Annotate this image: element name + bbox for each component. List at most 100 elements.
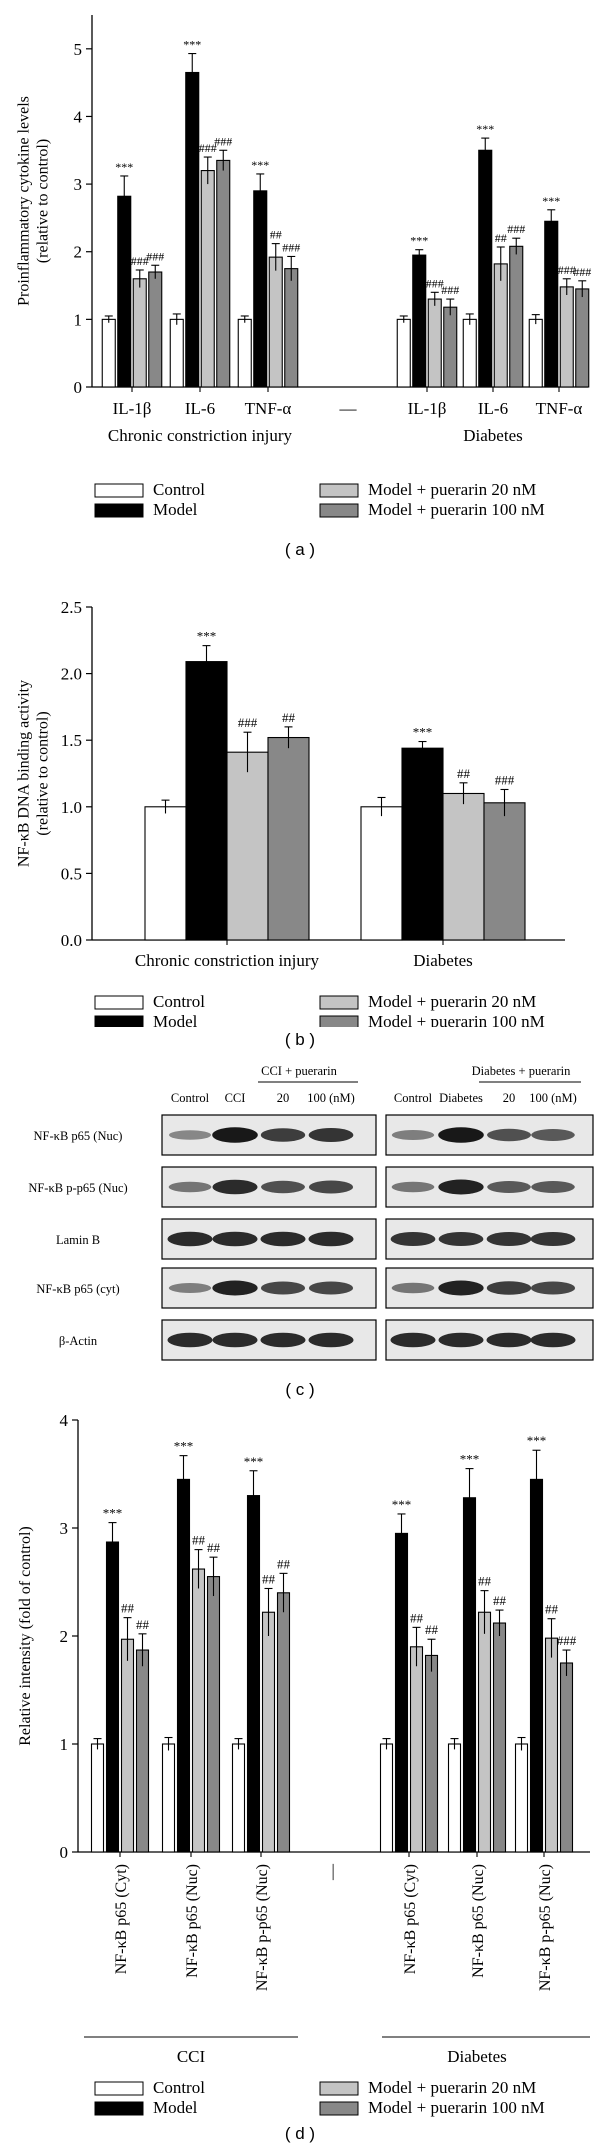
a-significance-label: ### [441, 283, 459, 297]
d-significance-label: ### [557, 1633, 577, 1648]
a-legend-swatch-control [94, 483, 144, 498]
a-bar [396, 318, 411, 388]
d-significance-label: ## [262, 1571, 276, 1586]
a-y-tick-label: 2 [74, 243, 83, 262]
b-legend-swatch-p100 [319, 1015, 359, 1027]
a-legend-label-model: Model [153, 500, 198, 519]
blot-band-cci [167, 1332, 213, 1348]
b-significance-label: ### [495, 772, 515, 787]
blot-band-cci [308, 1180, 354, 1194]
western-blot-panel: CCI + puerarin Diabetes + puerarin Control… [28, 1064, 594, 1361]
d-significance-label: *** [103, 1506, 123, 1521]
a-bar [575, 288, 590, 388]
a-bar [117, 195, 132, 388]
d-bar [105, 1541, 120, 1853]
a-bar [253, 190, 268, 388]
a-group-label-diabetes: Diabetes [463, 426, 522, 445]
blot-band-diabetes [486, 1232, 532, 1246]
blot-band-cci [260, 1332, 306, 1348]
b-y-tick-label: 2.5 [61, 598, 82, 617]
blot-band-diabetes [391, 1130, 435, 1140]
blot-band-cci [260, 1281, 306, 1295]
blot-row-label: NF-κB p65 (Nuc) [34, 1129, 123, 1143]
d-bar [477, 1611, 492, 1853]
d-significance-label: *** [460, 1452, 480, 1467]
b-significance-label: ## [457, 766, 471, 781]
d-bar [492, 1622, 507, 1853]
d-legend-label-p20: Model + puerarin 20 nM [368, 2078, 536, 2097]
b-bar [483, 802, 526, 941]
a-bar [528, 318, 543, 388]
d-legend-label-control: Control [153, 2078, 205, 2097]
a-significance-label: *** [251, 158, 269, 172]
d-legend-label-p100: Model + puerarin 100 nM [368, 2098, 545, 2117]
a-bar [185, 71, 200, 388]
a-bar [132, 278, 147, 388]
relative-intensity-chart: 0 1 2 3 4 Relative intensity (fold of control… [17, 1411, 590, 2117]
b-legend-swatch-control [94, 995, 144, 1010]
blot-col-label-cci: 100 (nM) [307, 1091, 355, 1105]
d-legend-swatch-control [94, 2081, 144, 2096]
blot-row-label: NF-κB p65 (cyt) [36, 1282, 119, 1296]
b-legend-label-p20: Model + puerarin 20 nM [368, 992, 536, 1011]
nfkb-dna-binding-chart: 0.0 0.5 1.0 1.5 2.0 2.5 NF-κB DNA binding acti… [15, 598, 565, 1027]
d-x-tick-label: NF-κB p65 (Nuc) [184, 1864, 201, 1978]
a-bar [101, 318, 116, 388]
d-bar [276, 1592, 291, 1853]
a-y-tick-label: 0 [74, 378, 83, 397]
a-y-tick-label: 3 [74, 175, 83, 194]
b-y-tick-label: 0.5 [61, 864, 82, 883]
d-significance-label: ## [478, 1574, 492, 1589]
d-bar [176, 1478, 191, 1853]
b-bar [144, 806, 187, 941]
blot-header-cci-group: CCI + puerarin [261, 1064, 338, 1078]
panel-label-d: ( d ) [284, 2124, 316, 2143]
blot-band-diabetes [438, 1127, 484, 1143]
b-y-tick-label: 1.0 [61, 798, 82, 817]
a-bar [559, 286, 574, 388]
blot-band-diabetes [531, 1181, 575, 1193]
a-y-tick-label: 1 [74, 310, 83, 329]
blot-band-cci [212, 1280, 258, 1296]
a-bar [268, 256, 283, 388]
b-y-tick-label: 0.0 [61, 931, 82, 950]
a-y-tick-label: 4 [74, 107, 83, 126]
d-bar [544, 1637, 559, 1853]
blot-row-label: NF-κB p-p65 (Nuc) [28, 1181, 127, 1195]
blot-band-diabetes [530, 1232, 576, 1246]
a-significance-label: ### [282, 240, 300, 254]
d-legend-label-model: Model [153, 2098, 198, 2117]
blot-col-label-diabetes: 100 (nM) [529, 1091, 577, 1105]
a-legend-label-p20: Model + puerarin 20 nM [368, 480, 536, 499]
d-significance-label: ## [121, 1601, 135, 1616]
a-significance-label: ### [507, 222, 525, 236]
b-legend-swatch-model [94, 1015, 144, 1027]
b-x-tick-label: Diabetes [413, 951, 472, 970]
a-y-tick-label: 5 [74, 40, 83, 59]
a-significance-label: ### [558, 263, 576, 277]
d-bar [206, 1576, 221, 1853]
d-x-tick-label: NF-κB p65 (Cyt) [402, 1864, 419, 1974]
d-significance-label: ## [207, 1540, 221, 1555]
blot-band-cci [168, 1181, 212, 1193]
a-significance-label: *** [115, 160, 133, 174]
b-significance-label: ### [238, 715, 258, 730]
d-significance-label: ## [277, 1556, 291, 1571]
b-bar [360, 806, 403, 941]
blot-band-cci [260, 1128, 306, 1142]
blot-band-cci [260, 1231, 306, 1247]
blot-band-cci [167, 1231, 213, 1247]
d-y-tick-label: 0 [60, 1843, 69, 1862]
a-bar [544, 220, 559, 388]
a-significance-label: *** [542, 194, 560, 208]
a-bar [443, 306, 458, 388]
a-x-tick-label: IL-1β [113, 399, 152, 418]
d-significance-label: *** [527, 1433, 547, 1448]
blot-band-cci [212, 1231, 258, 1247]
blot-band-cci [308, 1281, 354, 1295]
blot-col-label-diabetes: 20 [503, 1091, 516, 1105]
blot-band-diabetes [390, 1232, 436, 1246]
blot-row-label: β-Actin [59, 1334, 98, 1348]
blot-band-diabetes [487, 1128, 531, 1142]
a-significance-label: ### [214, 134, 232, 148]
